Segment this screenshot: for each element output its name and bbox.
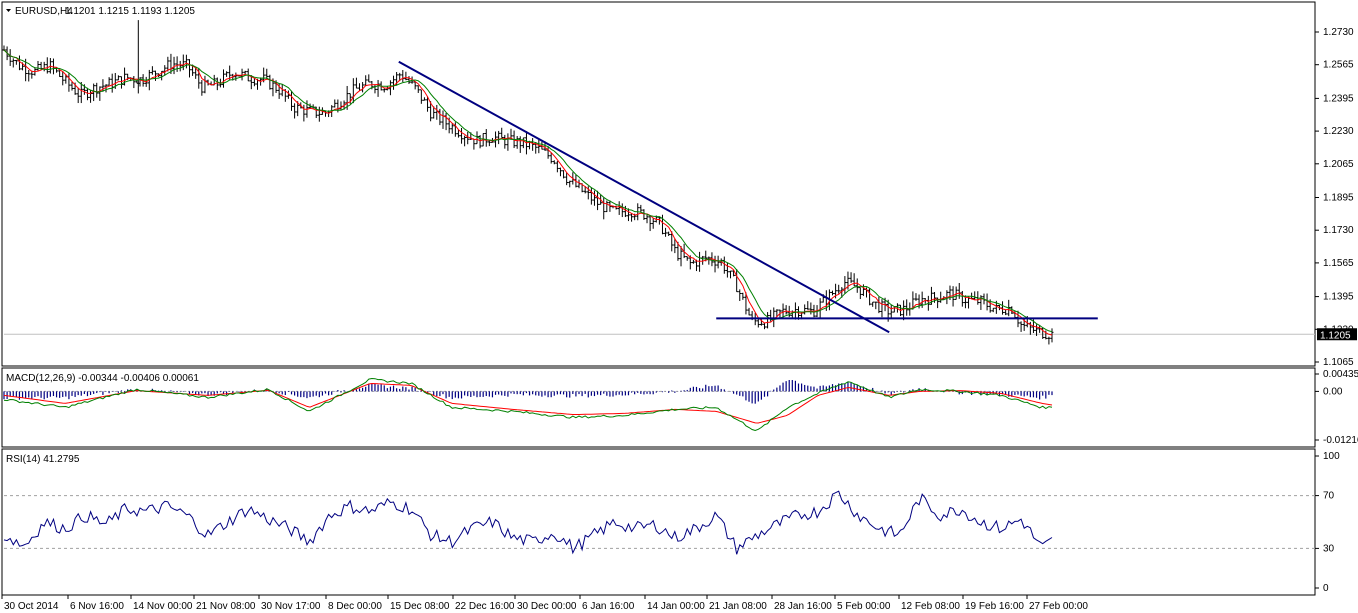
current-price-label: 1.1205 [1320, 330, 1351, 341]
rsi-y-tick-label: 30 [1323, 543, 1335, 554]
x-tick-label: 21 Nov 08:00 [196, 601, 256, 612]
x-tick-label: 22 Dec 16:00 [455, 601, 515, 612]
x-tick-label: 12 Feb 08:00 [901, 601, 960, 612]
macd-y-tick-label: 0.00435 [1323, 369, 1358, 380]
price-y-tick-label: 1.1895 [1323, 192, 1354, 203]
current-price-badge [1317, 328, 1357, 341]
x-tick-label: 6 Jan 16:00 [582, 601, 635, 612]
x-tick-label: 8 Dec 00:00 [328, 601, 382, 612]
macd-y-tick-label: 0.00 [1323, 386, 1343, 397]
x-tick-label: 19 Feb 16:00 [965, 601, 1024, 612]
x-tick-label: 30 Dec 00:00 [517, 601, 577, 612]
x-tick-label: 5 Feb 00:00 [837, 601, 891, 612]
symbol-title: EURUSD,H4 [15, 6, 73, 17]
rsi-title: RSI(14) 41.2795 [6, 454, 80, 465]
price-y-tick-label: 1.2565 [1323, 60, 1354, 71]
x-tick-label: 30 Oct 2014 [4, 601, 59, 612]
rsi-plot [3, 490, 1315, 555]
price-y-tick-label: 1.2395 [1323, 93, 1354, 104]
macd-panel-frame [1, 367, 1316, 448]
trendline [398, 60, 890, 334]
x-tick-label: 21 Jan 08:00 [709, 601, 767, 612]
macd-title: MACD(12,26,9) -0.00344 -0.00406 0.00061 [6, 373, 199, 384]
price-y-tick-label: 1.1065 [1323, 357, 1354, 368]
macd-y-tick-label: -0.01216 [1323, 435, 1358, 446]
x-tick-label: 30 Nov 17:00 [261, 601, 321, 612]
price-y-tick-label: 1.2065 [1323, 159, 1354, 170]
axes: 1.2730 1.2565 1.2395 1.2230 1.2065 1.1895 1.17… [1, 27, 1358, 612]
rsi-panel-frame [1, 448, 1316, 596]
ma-fast-line [3, 49, 1053, 336]
price-y-tick-label: 1.2730 [1323, 27, 1354, 38]
rsi-y-tick-label: 100 [1323, 451, 1340, 462]
x-tick-label: 28 Jan 16:00 [774, 601, 832, 612]
x-tick-label: 15 Dec 08:00 [390, 601, 450, 612]
ohlc-readout: 1.1201 1.1215 1.1193 1.1205 [65, 6, 195, 17]
price-y-tick-label: 1.2230 [1323, 126, 1354, 137]
x-tick-label: 27 Feb 00:00 [1029, 601, 1088, 612]
macd-main-line [3, 377, 1053, 432]
price-panel-frame [1, 1, 1316, 367]
x-tick-label: 6 Nov 16:00 [70, 601, 124, 612]
price-y-tick-label: 1.1730 [1323, 225, 1354, 236]
macd-plot [3, 377, 1053, 432]
ma-slow-line [3, 49, 1053, 333]
price-y-tick-label: 1.1565 [1323, 258, 1354, 269]
rsi-line [3, 490, 1053, 555]
rsi-y-tick-label: 70 [1323, 491, 1335, 502]
price-plot [2, 20, 1315, 345]
x-tick-label: 14 Jan 00:00 [647, 601, 705, 612]
x-tick-label: 14 Nov 00:00 [133, 601, 193, 612]
dropdown-arrow-icon[interactable] [6, 9, 11, 12]
rsi-y-tick-label: 0 [1323, 583, 1329, 594]
price-y-tick-label: 1.1395 [1323, 292, 1354, 303]
